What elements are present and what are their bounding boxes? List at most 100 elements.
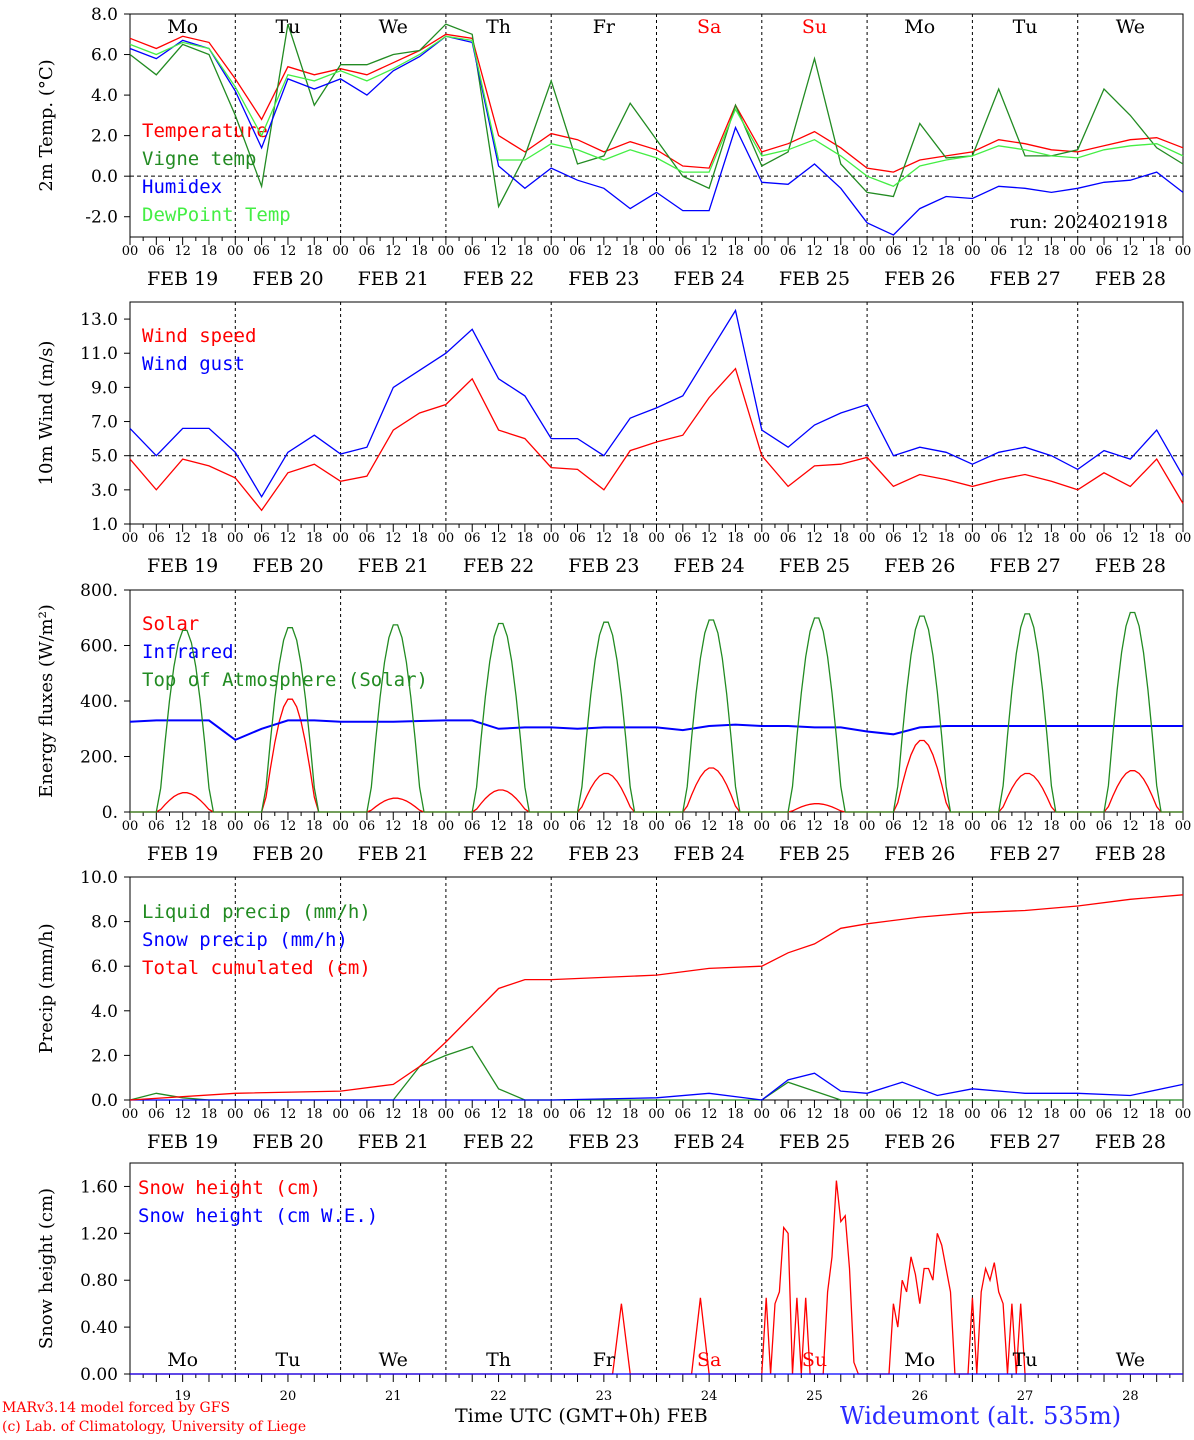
- y-tick-label: 2.0: [91, 1046, 118, 1066]
- x-tick-label: 00: [859, 244, 876, 259]
- x-tick-label: 00: [754, 531, 771, 546]
- x-tick-label: 12: [280, 531, 297, 546]
- y-tick-label: 0.80: [80, 1271, 118, 1291]
- x-tick-label: 18: [727, 531, 744, 546]
- x-tick-label: 00: [1069, 819, 1086, 834]
- x-tick-label: 18: [1148, 531, 1165, 546]
- day-number-label: 25: [806, 1389, 823, 1404]
- x-tick-label: 12: [806, 531, 823, 546]
- x-axis-title: Time UTC (GMT+0h) FEB: [455, 1405, 708, 1427]
- series-line-2: [129, 308, 1184, 498]
- date-label: FEB 20: [252, 1131, 323, 1153]
- x-tick-label: 06: [569, 819, 586, 834]
- y-tick-label: 3.0: [91, 481, 118, 501]
- date-label: FEB 20: [252, 555, 323, 577]
- x-tick-label: 06: [885, 531, 902, 546]
- x-tick-label: 18: [938, 244, 955, 259]
- x-tick-label: 06: [148, 1107, 165, 1122]
- x-tick-label: 06: [464, 819, 481, 834]
- x-tick-label: 18: [517, 244, 534, 259]
- x-tick-label: 06: [1096, 1107, 1113, 1122]
- date-label: FEB 24: [674, 268, 745, 290]
- y-axis-label: Precip (mm/h): [36, 923, 57, 1053]
- day-number-label: 28: [1122, 1389, 1139, 1404]
- y-tick-label: 2.0: [91, 127, 118, 147]
- legend-entry: DewPoint Temp: [142, 204, 291, 226]
- x-tick-label: 18: [517, 819, 534, 834]
- series-line-3: [130, 611, 1183, 813]
- x-tick-label: 06: [675, 244, 692, 259]
- x-tick-label: 06: [253, 244, 270, 259]
- x-tick-label: 00: [859, 1107, 876, 1122]
- weekday-label-bottom: Th: [486, 1349, 511, 1371]
- legend-entry: Snow height (cm W.E.): [138, 1205, 378, 1227]
- y-tick-label: 1.0: [91, 515, 118, 535]
- x-tick-label: 00: [543, 244, 560, 259]
- x-tick-label: 18: [411, 1107, 428, 1122]
- weekday-label-top: Th: [486, 16, 511, 38]
- x-tick-label: 00: [438, 819, 455, 834]
- x-tick-label: 12: [911, 819, 928, 834]
- x-tick-label: 06: [359, 531, 376, 546]
- x-tick-label: 12: [701, 1107, 718, 1122]
- x-tick-label: 06: [148, 244, 165, 259]
- weekday-label-top: Sa: [697, 16, 721, 38]
- x-tick-label: 06: [569, 244, 586, 259]
- date-label: FEB 25: [779, 555, 850, 577]
- legend-entry: Vigne temp: [142, 148, 256, 170]
- x-tick-label: 00: [964, 531, 981, 546]
- x-tick-label: 06: [253, 531, 270, 546]
- date-label: FEB 19: [147, 268, 218, 290]
- x-tick-label: 00: [1175, 531, 1192, 546]
- x-tick-label: 12: [911, 531, 928, 546]
- x-tick-label: 18: [727, 1107, 744, 1122]
- x-tick-label: 18: [201, 819, 218, 834]
- footer-model: MARv3.14 model forced by GFS: [2, 1400, 231, 1416]
- x-tick-label: 06: [569, 1107, 586, 1122]
- x-tick-label: 12: [385, 244, 402, 259]
- series-line-2: [129, 23, 1184, 209]
- x-tick-label: 06: [148, 819, 165, 834]
- weekday-label-top: We: [1116, 16, 1145, 38]
- y-tick-label: 800.: [80, 581, 118, 601]
- x-tick-label: 12: [1017, 531, 1034, 546]
- x-tick-label: 18: [306, 1107, 323, 1122]
- x-tick-label: 06: [464, 1107, 481, 1122]
- date-label: FEB 22: [463, 268, 534, 290]
- date-label: FEB 20: [252, 843, 323, 865]
- x-tick-label: 12: [1122, 244, 1139, 259]
- x-tick-label: 12: [806, 244, 823, 259]
- y-tick-label: 13.0: [80, 310, 118, 330]
- x-tick-label: 06: [990, 819, 1007, 834]
- x-tick-label: 12: [1122, 531, 1139, 546]
- x-tick-label: 06: [253, 1107, 270, 1122]
- x-tick-label: 18: [622, 1107, 639, 1122]
- date-label: FEB 28: [1095, 843, 1166, 865]
- date-label: FEB 22: [463, 555, 534, 577]
- x-tick-label: 00: [543, 1107, 560, 1122]
- y-tick-label: 1.20: [80, 1224, 118, 1244]
- legend-entry: Humidex: [142, 176, 222, 198]
- x-tick-label: 00: [332, 1107, 349, 1122]
- series-line-3: [129, 894, 1184, 1101]
- x-tick-label: 18: [1043, 1107, 1060, 1122]
- x-tick-label: 00: [648, 531, 665, 546]
- x-tick-label: 06: [675, 531, 692, 546]
- x-tick-label: 00: [1175, 819, 1192, 834]
- x-tick-label: 18: [622, 531, 639, 546]
- y-tick-label: 5.0: [91, 447, 118, 467]
- x-tick-label: 00: [1069, 531, 1086, 546]
- x-tick-label: 06: [253, 819, 270, 834]
- x-tick-label: 06: [780, 531, 797, 546]
- weekday-label-top: Tu: [275, 16, 300, 38]
- y-tick-label: 4.0: [91, 86, 118, 106]
- footer-lab: (c) Lab. of Climatology, University of L…: [2, 1419, 307, 1435]
- x-tick-label: 00: [964, 244, 981, 259]
- x-tick-label: 18: [201, 531, 218, 546]
- x-tick-label: 12: [490, 1107, 507, 1122]
- y-tick-label: 0.0: [91, 1091, 118, 1111]
- weekday-label-bottom: Tu: [275, 1349, 300, 1371]
- x-tick-label: 18: [833, 244, 850, 259]
- day-number-label: 26: [911, 1389, 928, 1404]
